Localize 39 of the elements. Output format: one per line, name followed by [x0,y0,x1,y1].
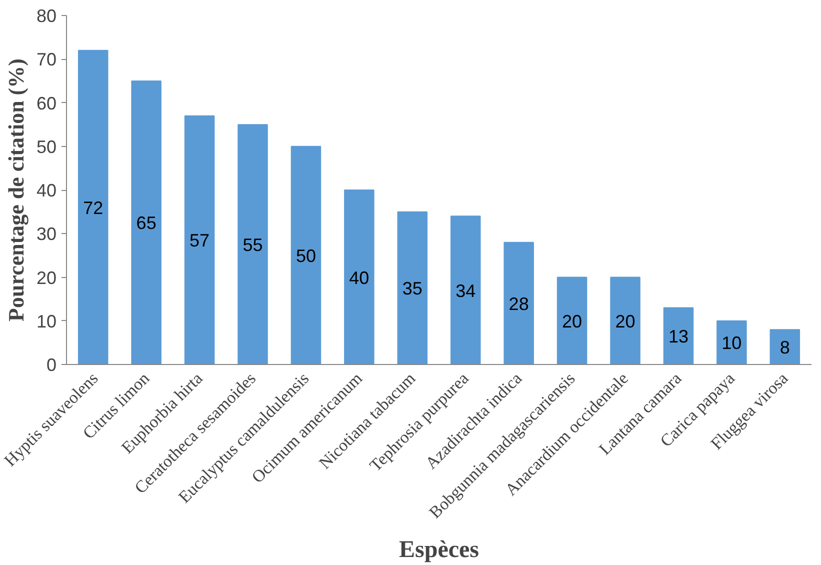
bar [78,50,108,364]
data-label: 10 [722,333,742,354]
data-label: 65 [136,213,156,234]
bar [663,307,694,364]
bar [238,124,268,364]
data-label: 55 [242,235,263,256]
bar [556,276,588,364]
bar [131,80,162,364]
bar [450,216,481,364]
bar [344,190,374,364]
y-axis-title: Pourcentage de citation (%) [3,58,28,322]
data-label: 8 [780,338,790,358]
data-label: 40 [349,268,370,288]
bar [716,320,747,364]
y-tick-label: 70 [36,50,57,70]
data-label: 50 [296,246,316,266]
data-label: 13 [668,326,688,347]
bar [770,329,800,364]
y-tick-label: 40 [36,180,57,200]
y-tick-label: 20 [36,268,57,288]
x-axis-title: Espèces [399,536,480,563]
data-label: 28 [508,294,529,314]
y-tick-label: 60 [36,93,57,114]
bar [610,276,640,364]
y-tick-label: 0 [46,355,57,375]
data-label: 20 [615,311,636,332]
y-tick-label: 50 [36,136,57,157]
data-label: 20 [562,311,582,332]
data-label: 35 [402,278,422,299]
bar [397,211,428,364]
data-label: 34 [456,280,476,301]
y-tick-label: 80 [36,6,57,26]
data-label: 57 [190,230,210,251]
y-tick-label: 10 [36,311,57,332]
y-tick-label: 30 [36,224,57,244]
bar [504,242,534,364]
bar [184,115,215,364]
data-label: 72 [83,198,104,218]
bar [290,146,322,364]
